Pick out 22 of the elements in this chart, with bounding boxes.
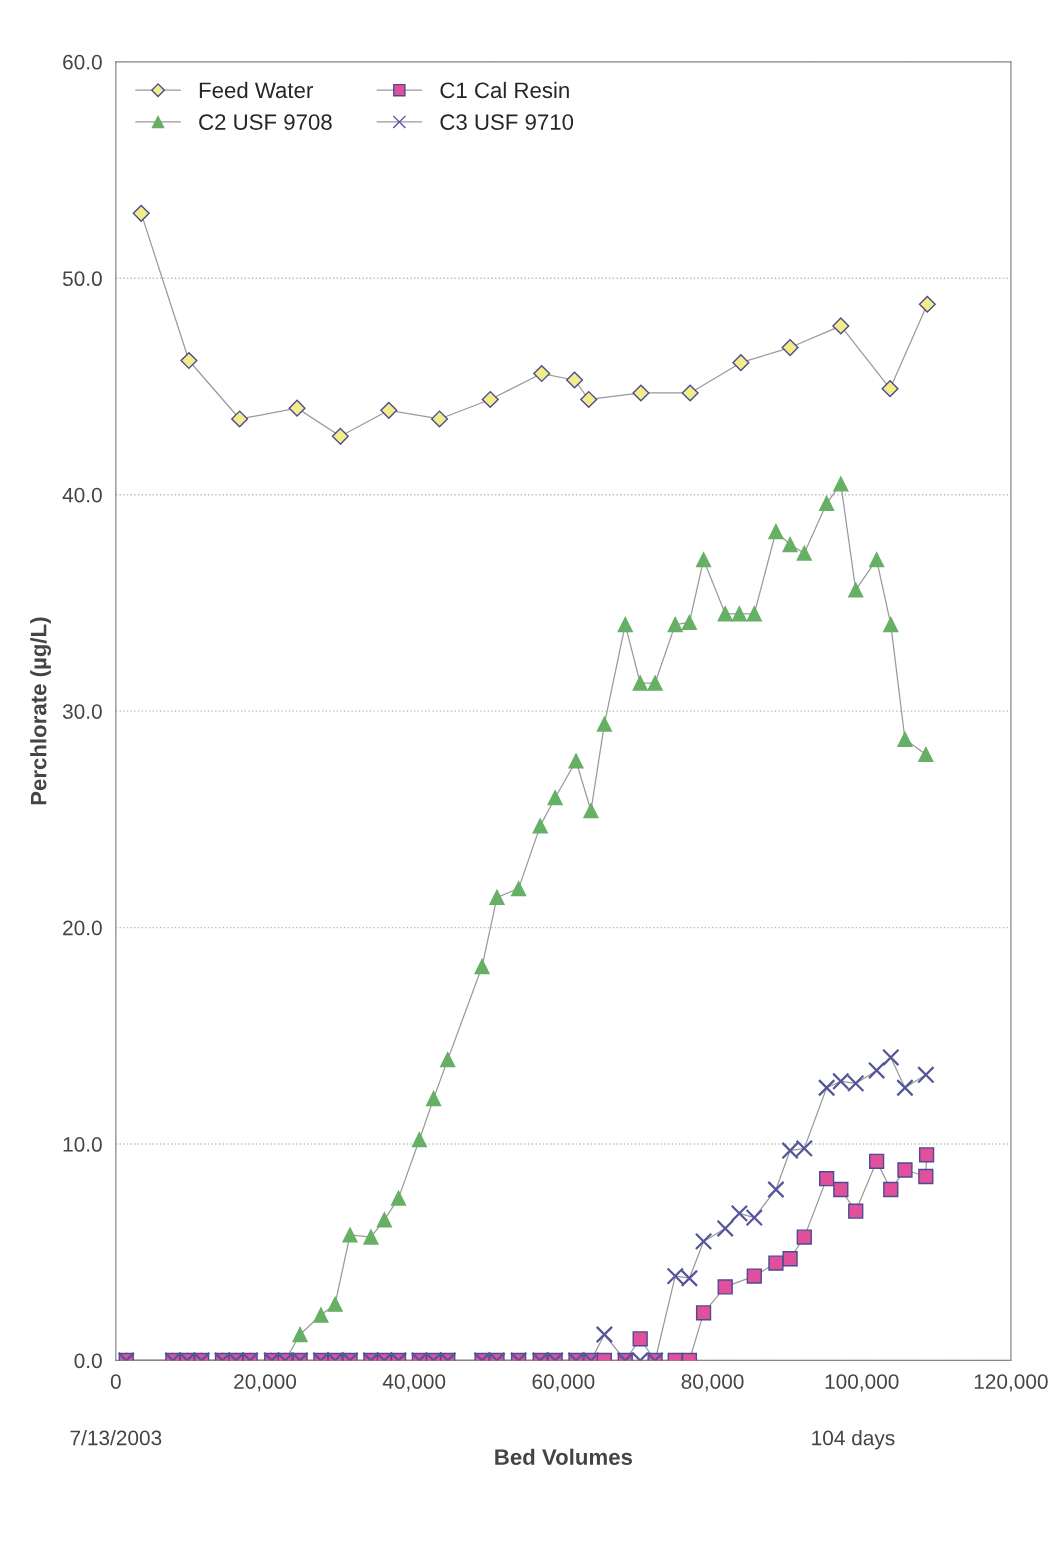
legend-label: C3 USF 9710: [440, 114, 574, 130]
y-tick-label: 0.0: [74, 1353, 102, 1369]
x-tick-label: 60,000: [532, 1374, 595, 1392]
x-tick-label: 80,000: [681, 1374, 744, 1392]
x-axis-title: Bed Volumes: [495, 1448, 633, 1465]
y-tick-label: 60.0: [63, 54, 102, 70]
y-tick-label: 20.0: [63, 920, 102, 936]
x-tick-label: 20,000: [234, 1374, 297, 1392]
y-tick-label: 30.0: [62, 704, 102, 719]
legend-label: C1 Cal Resin: [440, 81, 569, 99]
y-tick-label: 40.0: [62, 487, 102, 503]
x-tick-label: 100,000: [825, 1374, 899, 1392]
text: 7/13/2003: [70, 1430, 162, 1446]
x-tick-label: 0: [110, 1374, 121, 1389]
y-tick-label: 10.0: [63, 1137, 102, 1152]
y-tick-label: 50.0: [62, 271, 102, 287]
legend-label: C2 USF 9708: [199, 114, 332, 130]
y-axis-title: Perchlorate (µg/L): [30, 617, 51, 805]
legend-label: Feed Water: [199, 81, 313, 99]
text: 104 days: [812, 1430, 895, 1450]
x-tick-label: 40,000: [382, 1374, 446, 1392]
x-tick-label: 120,000: [974, 1374, 1048, 1392]
